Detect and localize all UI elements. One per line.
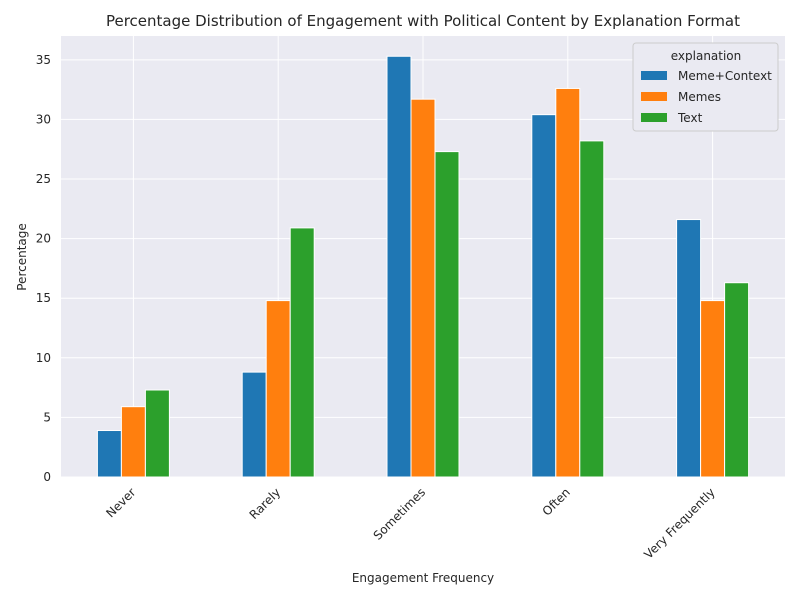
x-tick-label: Sometimes <box>371 485 429 543</box>
bar-text-very-frequently <box>724 282 750 478</box>
legend-swatch <box>641 71 667 80</box>
y-axis-label: Percentage <box>15 223 29 291</box>
legend-label: Meme+Context <box>678 69 772 83</box>
legend-swatch <box>641 92 667 101</box>
y-tick-label: 35 <box>36 53 51 67</box>
bar-memes-sometimes <box>410 98 436 478</box>
y-tick-label: 10 <box>36 351 51 365</box>
bar-meme-context-rarely <box>241 371 267 478</box>
y-axis-ticks: 0 5 10 15 20 25 30 35 <box>36 53 51 484</box>
bar-memes-very-frequently <box>700 300 726 478</box>
y-tick-label: 30 <box>36 112 51 126</box>
legend-label: Memes <box>678 90 721 104</box>
y-tick-label: 0 <box>43 470 51 484</box>
x-tick-label: Very Frequently <box>641 485 717 561</box>
bar-memes-often <box>555 87 581 478</box>
x-axis-ticks: Never Rarely Sometimes Often Very Frequently <box>103 485 717 561</box>
y-tick-label: 20 <box>36 232 51 246</box>
bar-meme-context-often <box>531 114 557 478</box>
x-axis-label: Engagement Frequency <box>352 571 494 585</box>
bar-memes-never <box>120 406 146 478</box>
bar-meme-context-sometimes <box>386 55 412 478</box>
bar-text-rarely <box>289 227 315 478</box>
chart-title: Percentage Distribution of Engagement wi… <box>106 12 740 30</box>
legend-label: Text <box>677 111 703 125</box>
y-tick-label: 5 <box>43 410 51 424</box>
y-tick-label: 15 <box>36 291 51 305</box>
legend-box <box>632 42 779 132</box>
bar-meme-context-never <box>96 430 122 478</box>
bar-text-often <box>579 140 605 478</box>
x-tick-label: Rarely <box>247 485 284 522</box>
legend: explanation Meme+Context Memes Text <box>632 42 779 132</box>
legend-swatch <box>641 113 667 122</box>
bars <box>96 55 750 478</box>
x-tick-label: Never <box>103 485 138 520</box>
bar-memes-rarely <box>265 300 291 478</box>
bar-text-never <box>144 389 170 478</box>
bar-text-sometimes <box>434 151 460 478</box>
x-tick-label: Often <box>540 485 573 518</box>
legend-title: explanation <box>671 49 742 63</box>
y-tick-label: 25 <box>36 172 51 186</box>
bar-meme-context-very-frequently <box>676 219 702 478</box>
